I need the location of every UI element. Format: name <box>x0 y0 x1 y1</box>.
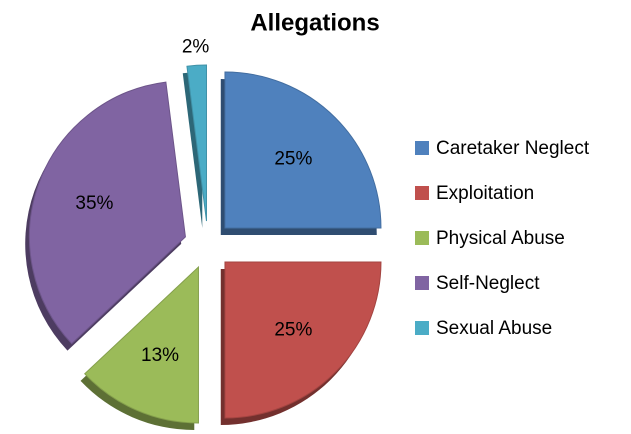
legend-label: Exploitation <box>436 183 534 204</box>
data-label: 25% <box>274 149 312 170</box>
legend-label: Sexual Abuse <box>436 318 552 339</box>
slice <box>28 81 186 345</box>
data-label: 2% <box>182 36 210 57</box>
slice <box>224 261 382 419</box>
legend-label: Physical Abuse <box>436 228 565 249</box>
slice <box>224 71 382 229</box>
legend-swatch <box>415 141 429 155</box>
legend-swatch <box>415 186 429 200</box>
slice <box>186 64 207 222</box>
legend-swatch <box>415 231 429 245</box>
data-label: 35% <box>75 193 113 214</box>
data-label: 13% <box>141 345 179 366</box>
slice <box>84 265 199 424</box>
data-label: 25% <box>274 319 312 340</box>
legend-label: Self-Neglect <box>436 273 540 294</box>
legend-swatch <box>415 321 429 335</box>
legend-swatch <box>415 276 429 290</box>
chart-title: Allegations <box>250 9 379 36</box>
legend-label: Caretaker Neglect <box>436 138 590 159</box>
